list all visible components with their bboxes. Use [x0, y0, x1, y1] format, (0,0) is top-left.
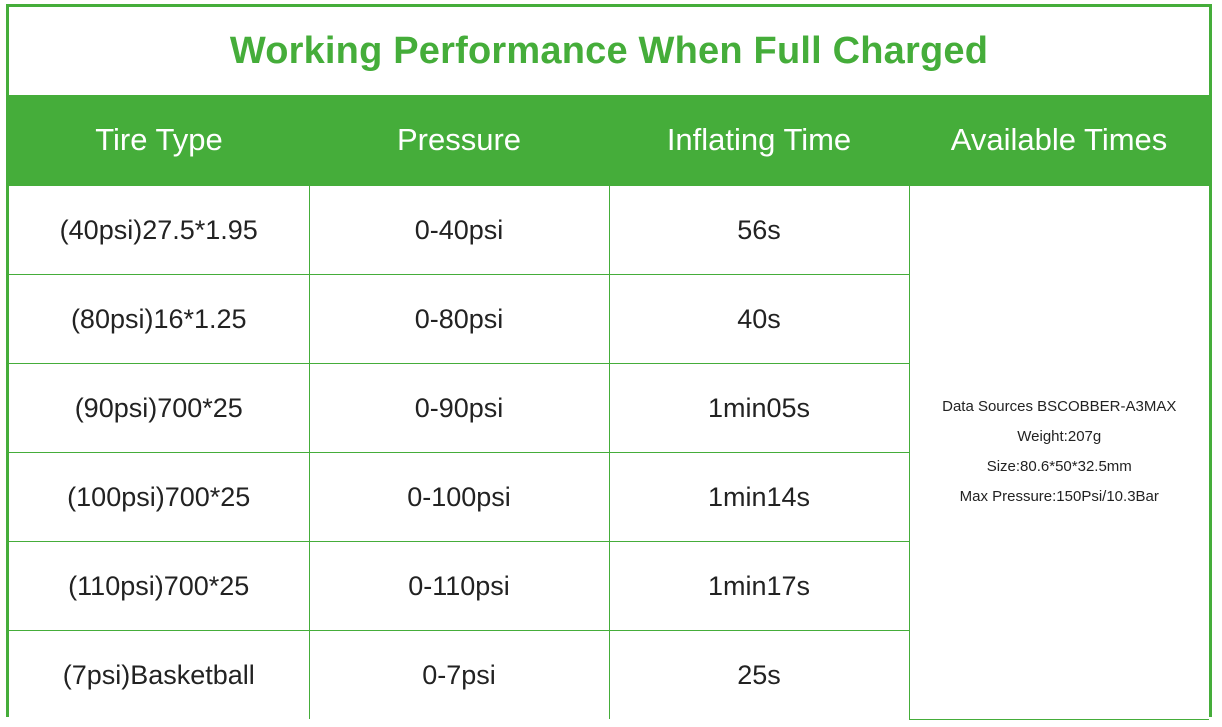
performance-panel: Working Performance When Full Charged Ti… — [6, 4, 1212, 720]
data-source-text: Data Sources BSCOBBER-A3MAX — [942, 398, 1177, 416]
table-row: (100psi)700*25 0-100psi 1min14s — [9, 452, 1209, 542]
size-text: Size:80.6*50*32.5mm — [986, 458, 1132, 476]
tire-type-cell: (110psi)700*25 — [9, 541, 310, 631]
header-pressure: Pressure — [309, 95, 609, 186]
performance-table: Tire Type Pressure Inflating Time Availa… — [9, 95, 1209, 720]
available-times-info: Data Sources BSCOBBER-A3MAX Weight:207g … — [908, 185, 1209, 720]
tire-type-cell: (90psi)700*25 — [9, 363, 310, 453]
pressure-cell: 0-80psi — [308, 274, 610, 364]
header-tire-type: Tire Type — [9, 95, 309, 186]
inflating-time-cell: 40s — [608, 274, 910, 364]
tire-type-cell: (40psi)27.5*1.95 — [9, 185, 310, 275]
weight-text: Weight:207g — [1017, 428, 1102, 446]
tire-type-cell: (80psi)16*1.25 — [9, 274, 310, 364]
max-pressure-text: Max Pressure:150Psi/10.3Bar — [959, 488, 1159, 506]
table-row: (7psi)Basketball 0-7psi 25s — [9, 630, 1209, 719]
table-row: (90psi)700*25 0-90psi 1min05s — [9, 363, 1209, 453]
inflating-time-cell: 1min17s — [608, 541, 910, 631]
pressure-cell: 0-90psi — [308, 363, 610, 453]
pressure-cell: 0-40psi — [308, 185, 610, 275]
tire-type-cell: (100psi)700*25 — [9, 452, 310, 542]
header-inflating-time: Inflating Time — [609, 95, 909, 186]
inflating-time-cell: 1min05s — [608, 363, 910, 453]
table-header-row: Tire Type Pressure Inflating Time Availa… — [9, 95, 1209, 186]
table-row: (80psi)16*1.25 0-80psi 40s — [9, 274, 1209, 364]
page-title: Working Performance When Full Charged — [229, 29, 989, 72]
inflating-time-cell: 56s — [608, 185, 910, 275]
pressure-cell: 0-110psi — [308, 541, 610, 631]
tire-type-cell: (7psi)Basketball — [9, 630, 310, 719]
inflating-time-cell: 1min14s — [608, 452, 910, 542]
header-available-times: Available Times — [909, 95, 1209, 186]
table-row: (40psi)27.5*1.95 0-40psi 56s Data Source… — [9, 185, 1209, 720]
pressure-cell: 0-100psi — [308, 452, 610, 542]
table-row: (110psi)700*25 0-110psi 1min17s — [9, 541, 1209, 631]
inflating-time-cell: 25s — [608, 630, 910, 719]
pressure-cell: 0-7psi — [308, 630, 610, 719]
